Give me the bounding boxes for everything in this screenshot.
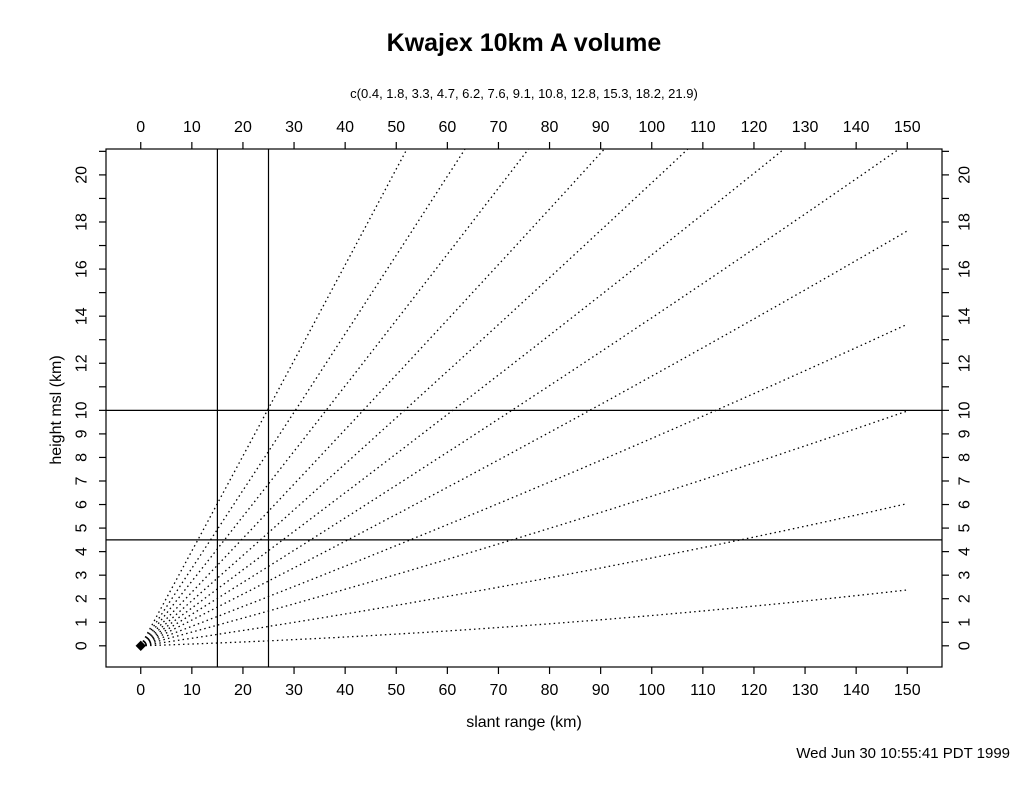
x-tick-label-top: 110 bbox=[690, 119, 716, 136]
x-tick-label-bottom: 110 bbox=[690, 682, 716, 699]
x-tick-label-bottom: 150 bbox=[894, 682, 921, 699]
x-tick-label-top: 20 bbox=[234, 119, 252, 136]
y-tick-label-left: 0 bbox=[74, 641, 91, 650]
y-tick-label-left: 8 bbox=[74, 453, 91, 462]
elevation-angles-subtitle: c(0.4, 1.8, 3.3, 4.7, 6.2, 7.6, 9.1, 10.… bbox=[350, 86, 698, 101]
y-tick-label-left: 10 bbox=[74, 401, 91, 419]
y-tick-label-left: 12 bbox=[74, 354, 91, 372]
y-tick-label-left: 6 bbox=[74, 500, 91, 509]
y-tick-label-right: 8 bbox=[957, 453, 974, 462]
x-tick-label-top: 140 bbox=[843, 119, 870, 136]
y-tick-label-left: 9 bbox=[74, 429, 91, 438]
x-tick-label-bottom: 50 bbox=[387, 682, 405, 699]
y-tick-label-right: 7 bbox=[957, 476, 974, 485]
y-tick-label-left: 3 bbox=[74, 571, 91, 580]
y-tick-label-right: 2 bbox=[957, 594, 974, 603]
y-tick-label-left: 18 bbox=[74, 213, 91, 231]
y-tick-label-left: 4 bbox=[74, 547, 91, 556]
x-tick-label-top: 100 bbox=[638, 119, 665, 136]
x-tick-label-bottom: 90 bbox=[592, 682, 610, 699]
x-tick-label-bottom: 60 bbox=[438, 682, 456, 699]
plot-box bbox=[105, 148, 943, 668]
x-tick-label-bottom: 30 bbox=[285, 682, 303, 699]
y-tick-label-right: 10 bbox=[957, 401, 974, 419]
x-tick-label-top: 30 bbox=[285, 119, 303, 136]
y-tick-label-right: 16 bbox=[957, 260, 974, 278]
y-tick-label-left: 5 bbox=[74, 524, 91, 533]
y-tick-label-right: 5 bbox=[957, 524, 974, 533]
beam-line-6.2deg bbox=[140, 230, 908, 647]
x-tick-label-bottom: 0 bbox=[136, 682, 145, 699]
y-tick-label-right: 9 bbox=[957, 429, 974, 438]
x-tick-label-bottom: 140 bbox=[843, 682, 870, 699]
x-tick-label-top: 150 bbox=[894, 119, 921, 136]
y-tick-label-left: 7 bbox=[74, 476, 91, 485]
x-axis-label: slant range (km) bbox=[466, 714, 582, 731]
x-tick-label-top: 120 bbox=[741, 119, 768, 136]
y-tick-label-right: 12 bbox=[957, 354, 974, 372]
y-tick-label-right: 6 bbox=[957, 500, 974, 509]
x-tick-label-bottom: 130 bbox=[792, 682, 819, 699]
y-tick-label-left: 1 bbox=[74, 618, 91, 627]
y-tick-label-right: 14 bbox=[957, 307, 974, 325]
x-tick-label-top: 50 bbox=[387, 119, 405, 136]
y-tick-label-right: 18 bbox=[957, 213, 974, 231]
y-tick-label-right: 3 bbox=[957, 571, 974, 580]
timestamp: Wed Jun 30 10:55:41 PDT 1999 bbox=[796, 745, 1010, 762]
x-tick-label-top: 0 bbox=[136, 119, 145, 136]
y-tick-label-left: 16 bbox=[74, 260, 91, 278]
y-axis-label: height msl (km) bbox=[48, 355, 65, 465]
y-tick-label-left: 2 bbox=[74, 594, 91, 603]
x-tick-label-top: 10 bbox=[183, 119, 201, 136]
x-tick-label-bottom: 10 bbox=[183, 682, 201, 699]
chart-title: Kwajex 10km A volume bbox=[386, 29, 662, 57]
x-tick-label-bottom: 120 bbox=[741, 682, 768, 699]
x-tick-label-top: 70 bbox=[490, 119, 508, 136]
x-tick-label-bottom: 70 bbox=[490, 682, 508, 699]
beam-line-0.4deg bbox=[140, 589, 908, 647]
x-tick-label-top: 80 bbox=[541, 119, 559, 136]
y-tick-label-left: 20 bbox=[74, 166, 91, 184]
y-tick-label-right: 20 bbox=[957, 166, 974, 184]
axis-ticks-group: 0010102020303040405050606070708080909010… bbox=[74, 119, 974, 699]
x-tick-label-bottom: 80 bbox=[541, 682, 559, 699]
beam-line-7.6deg bbox=[140, 149, 901, 647]
y-tick-label-left: 14 bbox=[74, 307, 91, 325]
beam-line-1.8deg bbox=[140, 502, 908, 647]
x-tick-label-top: 40 bbox=[336, 119, 354, 136]
beam-line-12.8deg bbox=[140, 149, 606, 647]
y-tick-label-right: 1 bbox=[957, 618, 974, 627]
y-tick-label-right: 4 bbox=[957, 547, 974, 556]
beam-line-3.3deg bbox=[140, 410, 908, 647]
origin-marker bbox=[135, 640, 146, 652]
y-tick-label-right: 0 bbox=[957, 641, 974, 650]
x-tick-label-top: 130 bbox=[792, 119, 819, 136]
x-tick-label-bottom: 100 bbox=[638, 682, 665, 699]
beam-line-4.7deg bbox=[140, 323, 908, 647]
x-tick-label-top: 60 bbox=[438, 119, 456, 136]
beam-line-9.1deg bbox=[140, 149, 786, 647]
x-tick-label-bottom: 20 bbox=[234, 682, 252, 699]
x-tick-label-top: 90 bbox=[592, 119, 610, 136]
x-tick-label-bottom: 40 bbox=[336, 682, 354, 699]
